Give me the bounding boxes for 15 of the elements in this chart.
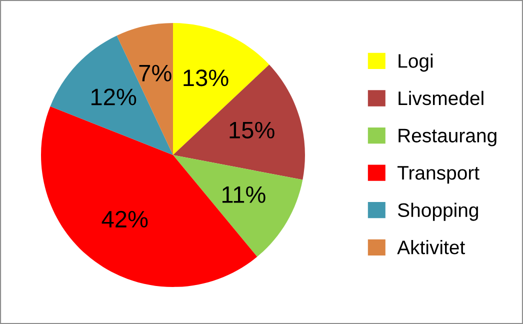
data-label: 13%: [184, 70, 228, 86]
legend-label: Transport: [398, 166, 480, 184]
legend-label: Aktivitet: [397, 240, 466, 254]
data-label: 15%: [230, 122, 274, 139]
legend-label: Livsmedel: [398, 90, 484, 106]
legend-label: Logi: [398, 54, 433, 72]
legend-label: Restaurang: [398, 128, 496, 146]
data-label: 42%: [102, 210, 148, 228]
pie-slice: [173, 64, 305, 180]
pie-slice: [50, 36, 173, 155]
data-label: 12%: [92, 88, 136, 106]
data-label: 11%: [222, 186, 266, 203]
pie-slice: [173, 155, 303, 257]
data-label: 7%: [139, 64, 172, 82]
legend-label: Shopping: [398, 202, 478, 221]
